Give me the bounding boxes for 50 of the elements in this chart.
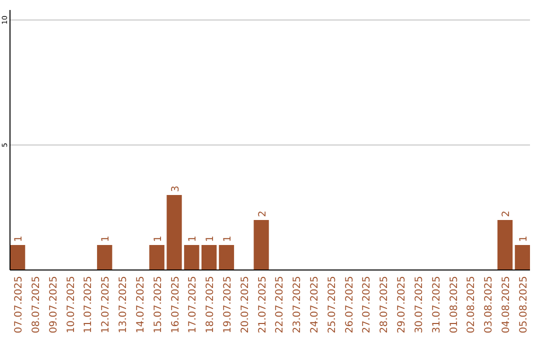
x-tick-label: 24.07.2025 [310,276,321,334]
x-tick-label: 13.07.2025 [118,276,130,334]
x-tick-label: 26.07.2025 [344,276,356,334]
data-label: 1 [14,236,25,242]
x-tick-label: 12.07.2025 [100,276,112,334]
bar [97,245,112,270]
x-tick-label: 19.07.2025 [222,276,234,334]
x-tick-label: 14.07.2025 [135,276,146,334]
x-tick-label: 20.07.2025 [240,276,251,334]
x-tick-label: 15.07.2025 [152,276,164,334]
bar [166,195,182,270]
x-tick-label: 04.08.2025 [501,276,512,334]
x-tick-label: 07.07.2025 [14,276,25,334]
data-label: 3 [170,186,182,192]
data-label: 1 [222,236,234,242]
bar [149,245,164,270]
x-tick-label: 28.07.2025 [379,276,390,334]
x-tick-label: 22.07.2025 [274,276,286,334]
x-tick-label: 30.07.2025 [414,276,425,334]
bar [10,245,26,270]
x-tick-label: 09.07.2025 [48,276,60,334]
bar [218,245,234,270]
data-label: 1 [188,236,199,242]
data-label: 2 [501,210,512,217]
bar [201,245,217,270]
data-label: 2 [257,210,268,217]
x-tick-label: 10.07.2025 [66,276,77,334]
x-tick-label: 25.07.2025 [326,276,338,334]
x-tick-label: 17.07.2025 [188,276,199,334]
x-tick-label: 02.08.2025 [466,276,478,334]
x-tick-label: 01.08.2025 [448,276,460,334]
x-tick-label: 03.08.2025 [484,276,495,334]
x-tick-label: 05.08.2025 [518,276,530,334]
data-label: 1 [152,236,164,242]
data-label: 1 [100,236,112,242]
data-label: 1 [518,236,530,242]
x-tick-label: 08.07.2025 [30,276,42,334]
bar [184,245,200,270]
x-tick-label: 16.07.2025 [170,276,182,334]
x-tick-label: 29.07.2025 [396,276,408,334]
bar [254,220,269,270]
x-tick-label: 31.07.2025 [431,276,442,334]
bar [497,220,513,270]
x-tick-label: 27.07.2025 [362,276,373,334]
data-label: 1 [205,236,216,242]
x-tick-label: 11.07.2025 [83,276,94,334]
x-tick-label: 23.07.2025 [292,276,304,334]
bar [514,245,530,270]
x-tick-label: 21.07.2025 [257,276,268,334]
x-tick-label: 18.07.2025 [205,276,216,334]
